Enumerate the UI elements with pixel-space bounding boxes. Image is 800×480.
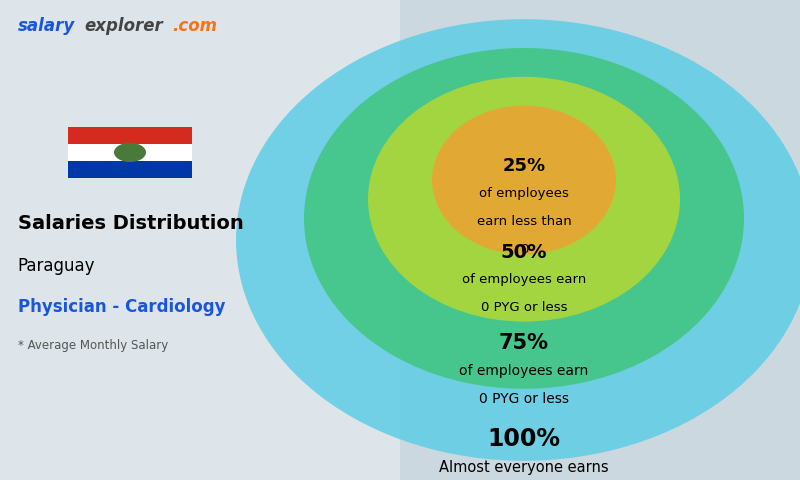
FancyBboxPatch shape	[0, 0, 400, 480]
Text: earn less than: earn less than	[477, 215, 571, 228]
Text: Physician - Cardiology: Physician - Cardiology	[18, 298, 225, 316]
Text: 50%: 50%	[501, 242, 547, 262]
Ellipse shape	[368, 77, 680, 322]
Bar	[68, 127, 192, 144]
Text: .com: .com	[172, 17, 217, 36]
Text: 0: 0	[520, 242, 528, 256]
Ellipse shape	[304, 48, 744, 389]
Text: 100%: 100%	[487, 427, 561, 451]
Bar	[68, 161, 192, 178]
Text: 0 PYG or less: 0 PYG or less	[479, 392, 569, 406]
Text: of employees earn: of employees earn	[459, 364, 589, 378]
Text: Salaries Distribution: Salaries Distribution	[18, 214, 243, 233]
Text: 0 PYG or less: 0 PYG or less	[481, 301, 567, 314]
Text: of employees: of employees	[479, 187, 569, 200]
Ellipse shape	[236, 19, 800, 461]
Bar	[68, 144, 192, 161]
Text: of employees earn: of employees earn	[462, 273, 586, 287]
Text: 75%: 75%	[499, 333, 549, 353]
Text: 25%: 25%	[502, 156, 546, 175]
Circle shape	[114, 143, 146, 162]
Text: Paraguay: Paraguay	[18, 257, 95, 276]
Text: * Average Monthly Salary: * Average Monthly Salary	[18, 339, 168, 352]
Text: explorer: explorer	[84, 17, 162, 36]
Text: Almost everyone earns: Almost everyone earns	[439, 459, 609, 475]
Text: salary: salary	[18, 17, 75, 36]
Ellipse shape	[432, 106, 616, 254]
